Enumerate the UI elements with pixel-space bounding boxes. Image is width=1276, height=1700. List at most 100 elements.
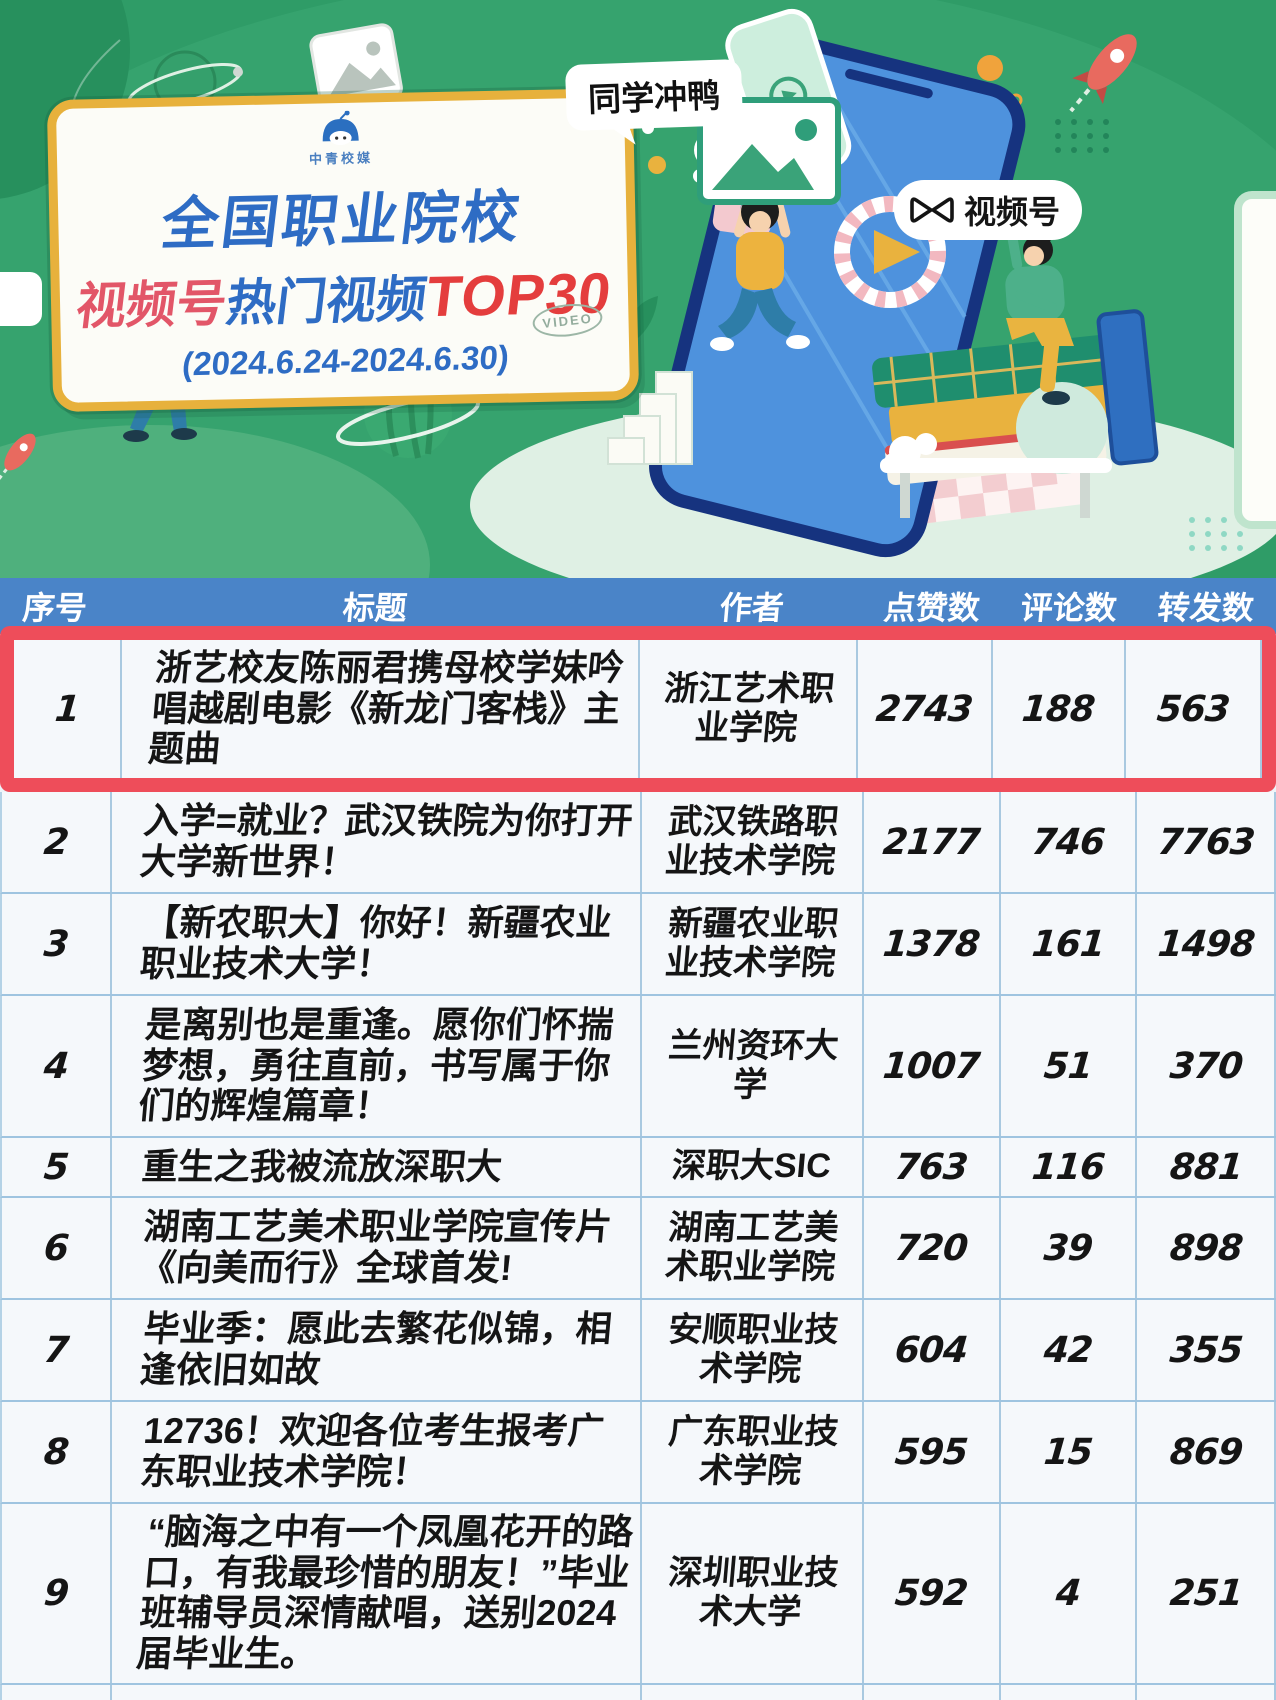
image-placeholder-icon bbox=[697, 97, 841, 205]
header-comments: 评论数 bbox=[1019, 590, 1119, 626]
rank-cell: 2 bbox=[2, 792, 112, 893]
likes-cell: 1007 bbox=[864, 996, 1002, 1137]
dots-grid bbox=[1055, 119, 1109, 153]
title-cell: 《……》！广东科贸 bbox=[112, 1684, 642, 1700]
rank-cell: 9 bbox=[2, 1504, 112, 1683]
title-cell: “脑海之中有一个凤凰花开的路口，有我最珍惜的朋友！”毕业班辅导员深情献唱，送别2… bbox=[112, 1504, 642, 1683]
likes-cell: 592 bbox=[864, 1504, 1002, 1683]
comments-cell: 51 bbox=[1001, 996, 1138, 1137]
header-author: 作者 bbox=[718, 590, 786, 626]
author-cell: 深圳职业技术大学 bbox=[642, 1504, 864, 1683]
comments-cell: 188 bbox=[993, 640, 1126, 779]
wechat-channels-icon bbox=[910, 197, 954, 223]
rank-cell: 3 bbox=[2, 894, 112, 995]
likes-cell bbox=[864, 1684, 1002, 1700]
channels-badge-label: 视频号 bbox=[964, 194, 1061, 230]
likes-cell: 763 bbox=[864, 1138, 1002, 1197]
title-cell: 湖南工艺美术职业学院宣传片《向美而行》全球首发! bbox=[112, 1198, 642, 1299]
yellow-dot bbox=[648, 156, 666, 174]
shares-cell: 869 bbox=[1137, 1402, 1276, 1503]
comments-cell: 161 bbox=[1001, 894, 1138, 995]
author-cell: 新疆农业职业技术学院 bbox=[642, 894, 864, 995]
table-row: 1 浙艺校友陈丽君携母校学妹吟唱越剧电影《新龙门客栈》主题曲 浙江艺术职业学院 … bbox=[14, 640, 1263, 779]
comments-cell: 4 bbox=[1001, 1504, 1138, 1683]
table-row: 7 毕业季：愿此去繁花似锦，相逢依旧如故 安顺职业技术学院 604 42 355 bbox=[0, 1300, 1276, 1403]
table-row: 3 【新农职大】你好！新疆农业职业技术大学！ 新疆农业职业技术学院 1378 1… bbox=[0, 894, 1276, 997]
title-cell: 【新农职大】你好！新疆农业职业技术大学！ bbox=[112, 894, 642, 995]
table-row: 9 “脑海之中有一个凤凰花开的路口，有我最珍惜的朋友！”毕业班辅导员深情献唱，送… bbox=[0, 1504, 1276, 1685]
author-cell: 深职大SIC bbox=[642, 1138, 864, 1197]
author-cell: 广东职业技术学院 bbox=[642, 1402, 864, 1503]
title-cell: 是离别也是重逢。愿你们怀揣梦想，勇往直前，书写属于你们的辉煌篇章！ bbox=[112, 996, 642, 1137]
author-cell: 安顺职业技术学院 bbox=[642, 1300, 864, 1401]
header-rank: 序号 bbox=[21, 590, 89, 626]
shares-cell: 370 bbox=[1137, 996, 1276, 1137]
shares-cell: 898 bbox=[1137, 1198, 1276, 1299]
shares-cell bbox=[1137, 1684, 1276, 1700]
desk bbox=[880, 433, 1112, 518]
play-icon bbox=[834, 196, 946, 308]
author-cell: 兰州资环大学 bbox=[642, 996, 864, 1137]
person-sitting bbox=[998, 202, 1074, 405]
title-cell: 重生之我被流放深职大 bbox=[112, 1138, 642, 1197]
likes-cell: 720 bbox=[864, 1198, 1002, 1299]
comments-cell: 39 bbox=[1001, 1198, 1138, 1299]
author-cell: 浙江艺术职业学院 bbox=[640, 640, 858, 779]
robot-mascot-icon: 中青校媒 bbox=[308, 110, 373, 167]
poster-title: 全国职业院校 bbox=[157, 185, 526, 257]
shares-cell: 355 bbox=[1137, 1300, 1276, 1401]
ranking-table: 序号 标题 作者 点赞数 评论数 转发数 1 浙艺校友陈丽君携母校学妹吟唱越剧电… bbox=[0, 578, 1276, 1700]
table-row: 5 重生之我被流放深职大 深职大SIC 763 116 881 bbox=[0, 1138, 1276, 1199]
rank-cell: 7 bbox=[2, 1300, 112, 1401]
author-cell: 湖南工艺美术职业学院 bbox=[642, 1198, 864, 1299]
title-cell: 毕业季：愿此去繁花似锦，相逢依旧如故 bbox=[112, 1300, 642, 1401]
bubble-fragment bbox=[0, 272, 42, 326]
shares-cell: 1498 bbox=[1137, 894, 1276, 995]
table-row: 2 入学=就业？武汉铁院为你打开大学新世界！ 武汉铁路职业技术学院 2177 7… bbox=[0, 792, 1276, 895]
highlight-box: 1 浙艺校友陈丽君携母校学妹吟唱越剧电影《新龙门客栈》主题曲 浙江艺术职业学院 … bbox=[0, 626, 1276, 793]
rank-cell: 8 bbox=[2, 1402, 112, 1503]
rank-cell: 1 bbox=[14, 640, 122, 779]
comments-cell: 42 bbox=[1001, 1300, 1138, 1401]
title-cell: 浙艺校友陈丽君携母校学妹吟唱越剧电影《新龙门客栈》主题曲 bbox=[122, 640, 641, 779]
table-row: 8 12736！欢迎各位考生报考广东职业技术学院！ 广东职业技术学院 595 1… bbox=[0, 1402, 1276, 1505]
shares-cell: 563 bbox=[1126, 640, 1263, 779]
rank-cell bbox=[2, 1684, 112, 1700]
rank-cell: 5 bbox=[2, 1138, 112, 1197]
table-row: 4 是离别也是重逢。愿你们怀揣梦想，勇往直前，书写属于你们的辉煌篇章！ 兰州资环… bbox=[0, 996, 1276, 1139]
orange-dot bbox=[977, 55, 1003, 81]
table-header: 序号 标题 作者 点赞数 评论数 转发数 bbox=[0, 578, 1276, 634]
title-board: 中青校媒 全国职业院校 视频号热门视频TOP30 (2024.6.24-2024… bbox=[46, 87, 640, 413]
title-cell: 入学=就业？武汉铁院为你打开大学新世界！ bbox=[112, 792, 642, 893]
rank-cell: 6 bbox=[2, 1198, 112, 1299]
comments-cell: 746 bbox=[1001, 792, 1138, 893]
corner-blob bbox=[0, 0, 130, 199]
comments-cell: 15 bbox=[1001, 1402, 1138, 1503]
side-panel bbox=[1234, 191, 1276, 529]
shares-cell: 251 bbox=[1137, 1504, 1276, 1683]
stairs bbox=[607, 371, 693, 465]
green-blob bbox=[0, 425, 430, 578]
rocket-icon bbox=[1069, 34, 1137, 113]
rocket-icon bbox=[0, 433, 36, 485]
shares-cell: 881 bbox=[1137, 1138, 1276, 1197]
likes-cell: 2177 bbox=[864, 792, 1002, 893]
rank-cell: 4 bbox=[2, 996, 112, 1137]
ball bbox=[1016, 382, 1108, 474]
likes-cell: 2743 bbox=[858, 640, 993, 779]
subtitle-hot: 热门视频 bbox=[222, 271, 430, 332]
subtitle-channels: 视频号 bbox=[72, 275, 230, 335]
channels-badge: 视频号 bbox=[894, 180, 1083, 240]
header-title: 标题 bbox=[341, 590, 409, 626]
date-range: (2024.6.24-2024.6.30) bbox=[180, 338, 511, 383]
table-row: 《……》！广东科贸 广东科贸职 bbox=[0, 1684, 1276, 1700]
header-shares: 转发数 bbox=[1156, 590, 1256, 626]
robot-mascot-icon bbox=[322, 110, 359, 146]
author-cell: 武汉铁路职业技术学院 bbox=[642, 792, 864, 893]
speech-bubble: 同学冲鸭 bbox=[564, 58, 744, 132]
comments-cell bbox=[1001, 1684, 1138, 1700]
image-placeholder-icon bbox=[309, 23, 403, 111]
likes-cell: 1378 bbox=[864, 894, 1002, 995]
comments-cell: 116 bbox=[1001, 1138, 1138, 1197]
shares-cell: 7763 bbox=[1137, 792, 1276, 893]
